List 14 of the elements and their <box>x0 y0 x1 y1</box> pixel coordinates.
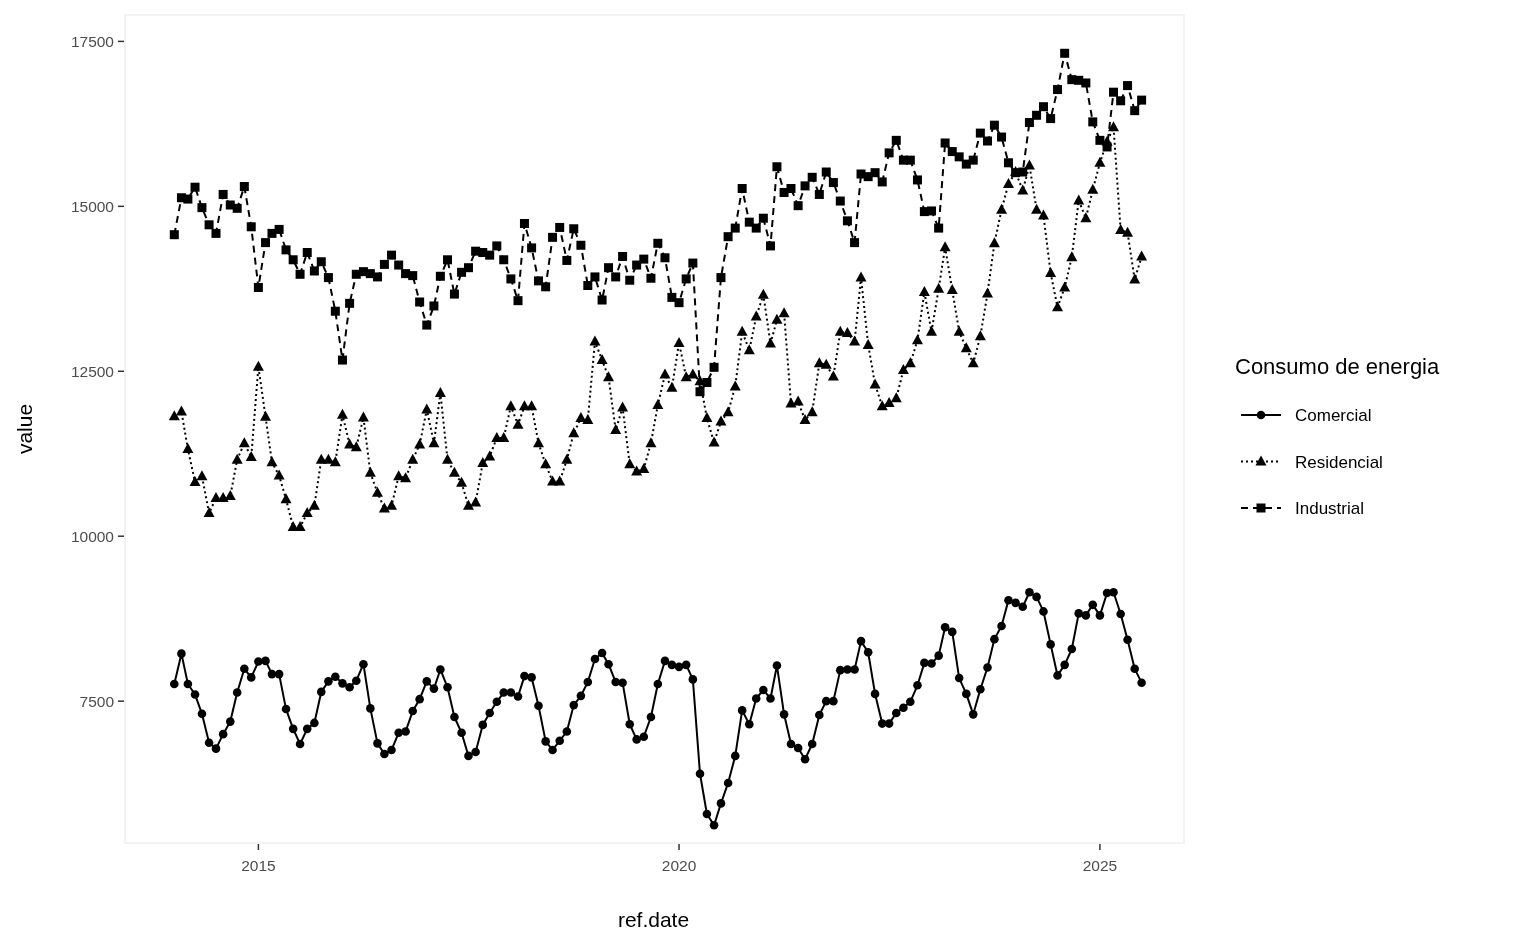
y-tick-label: 10000 <box>70 527 115 545</box>
y-tick-label: 12500 <box>70 362 115 380</box>
x-axis-title: ref.date <box>617 908 690 931</box>
x-tick-label: 2015 <box>241 857 276 874</box>
y-tick-label: 15000 <box>70 197 115 215</box>
y-tick-label: 17500 <box>70 32 115 50</box>
y-tick-label: 7500 <box>79 692 115 710</box>
y-axis-title: value <box>13 403 36 455</box>
x-tick-label: 2025 <box>1082 857 1118 874</box>
legend-title: Consumo de energia <box>1235 354 1441 379</box>
legend-label: Comercial <box>1295 406 1372 425</box>
legend-label: Residencial <box>1295 452 1383 472</box>
x-tick-label: 2020 <box>661 857 697 874</box>
legend-label: Industrial <box>1295 499 1364 518</box>
